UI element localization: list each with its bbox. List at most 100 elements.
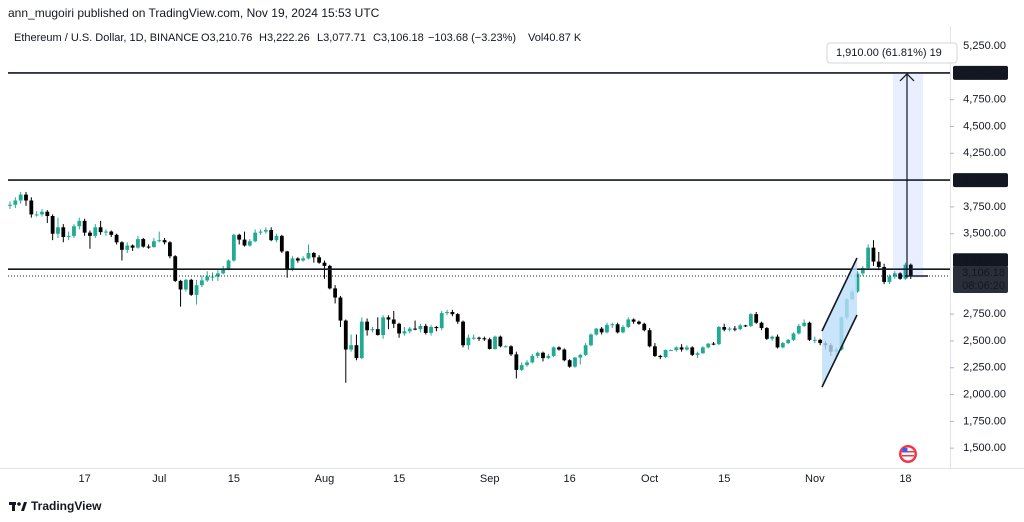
- logo-part: [21, 502, 27, 511]
- candle-body: [258, 231, 263, 233]
- candle-body: [754, 314, 759, 323]
- x-tick-label: 17: [78, 473, 90, 485]
- candle-body: [796, 325, 801, 334]
- y-tick-label: 4,250.00: [963, 147, 1006, 159]
- candle-body: [631, 319, 636, 322]
- level-label: 4,000.00: [962, 174, 1005, 186]
- candle-body: [663, 350, 668, 358]
- candle-body: [13, 200, 18, 205]
- x-tick-label: Aug: [315, 473, 335, 485]
- flag-fill: [822, 258, 857, 389]
- candle-body: [130, 245, 135, 248]
- candle-body: [72, 226, 76, 236]
- ohlc-value: Vol40.87 K: [528, 32, 582, 44]
- candle-body: [716, 327, 721, 345]
- flag-pattern: [821, 257, 858, 389]
- candle-body: [157, 240, 162, 242]
- candle-body: [871, 247, 876, 262]
- icon-canton: [902, 448, 908, 452]
- candle-body: [882, 266, 887, 282]
- candle-body: [359, 321, 364, 359]
- candle-body: [189, 279, 194, 295]
- ohlc-value: O3,210.76: [201, 32, 252, 44]
- candle-body: [439, 313, 444, 329]
- x-tick-label: 15: [393, 473, 405, 485]
- y-tick-label: 2,250.00: [963, 362, 1006, 374]
- measure-arrowhead: [899, 73, 915, 82]
- candle-body: [183, 279, 188, 290]
- y-tick-label: 4,500.00: [963, 120, 1006, 132]
- candle-body: [56, 227, 60, 234]
- candle-body: [743, 325, 748, 327]
- candle-body: [903, 264, 908, 279]
- candle-body: [349, 345, 354, 350]
- candle-body: [748, 314, 753, 326]
- candle-body: [642, 323, 647, 331]
- candle-body: [354, 345, 359, 359]
- candle-body: [780, 343, 785, 348]
- symbol-name: Ethereum / U.S. Dollar, 1D, BINANCE: [14, 32, 199, 44]
- candle-body: [285, 251, 290, 269]
- y-tick-label: 2,500.00: [963, 335, 1006, 347]
- candle-body: [605, 324, 609, 333]
- measure-label: 1,910.00 (61.81%) 19: [836, 47, 942, 59]
- candle-body: [732, 328, 737, 330]
- candle-body: [706, 343, 711, 348]
- icon-stripe: [902, 451, 914, 453]
- candle-body: [114, 234, 119, 243]
- candle-body: [82, 220, 87, 233]
- us-flag-icon: [899, 445, 917, 463]
- candle-body: [237, 234, 242, 240]
- candle-body: [93, 227, 98, 236]
- x-tick-label: 18: [899, 473, 911, 485]
- y-tick-label: 1,750.00: [963, 415, 1006, 427]
- candle-body: [247, 241, 252, 246]
- candle-body: [397, 323, 401, 334]
- candle-body: [290, 258, 295, 269]
- candle-body: [407, 328, 412, 332]
- candle-body: [589, 334, 593, 346]
- candle-body: [722, 327, 727, 330]
- candle-body: [658, 355, 663, 358]
- candle-body: [578, 354, 583, 358]
- candle-body: [626, 319, 631, 328]
- candle-body: [194, 285, 199, 295]
- candle-body: [594, 328, 599, 335]
- candle-body: [168, 242, 172, 257]
- flag-line: [821, 257, 858, 332]
- level-label-box: [953, 173, 1008, 188]
- candle-body: [898, 273, 903, 279]
- candle-body: [322, 262, 327, 266]
- candle-body: [301, 258, 306, 261]
- y-tick-label: 2,000.00: [963, 388, 1006, 400]
- level-label: 5,000.00: [962, 67, 1005, 79]
- candle-body: [535, 352, 540, 356]
- candle-body: [541, 352, 545, 359]
- y-tick-label: 5,250.00: [963, 40, 1006, 52]
- candle-body: [482, 338, 487, 340]
- candle-body: [599, 328, 604, 333]
- flag-line: [821, 314, 858, 388]
- candle-body: [711, 343, 716, 345]
- candle-body: [375, 329, 380, 336]
- candle-body: [295, 258, 300, 261]
- candle-body: [530, 355, 535, 363]
- candle-body: [818, 339, 823, 344]
- candle-body: [269, 229, 274, 241]
- x-tick-label: Sep: [480, 473, 500, 485]
- candle-body: [365, 321, 370, 331]
- candle-body: [98, 227, 103, 233]
- candle-body: [503, 346, 508, 348]
- candle-body: [727, 328, 732, 330]
- candle-body: [860, 268, 865, 274]
- candle-body: [471, 337, 476, 339]
- y-tick-label: 3,750.00: [963, 201, 1006, 213]
- candle-body: [637, 321, 641, 324]
- publisher-line: ann_mugoiri published on TradingView.com…: [8, 6, 380, 20]
- candle-body: [679, 347, 684, 350]
- measure-range: [893, 72, 923, 278]
- candle-body: [338, 297, 343, 321]
- candle-body: [445, 311, 449, 314]
- candle-body: [450, 311, 455, 315]
- footer-brand: TradingView: [31, 499, 102, 513]
